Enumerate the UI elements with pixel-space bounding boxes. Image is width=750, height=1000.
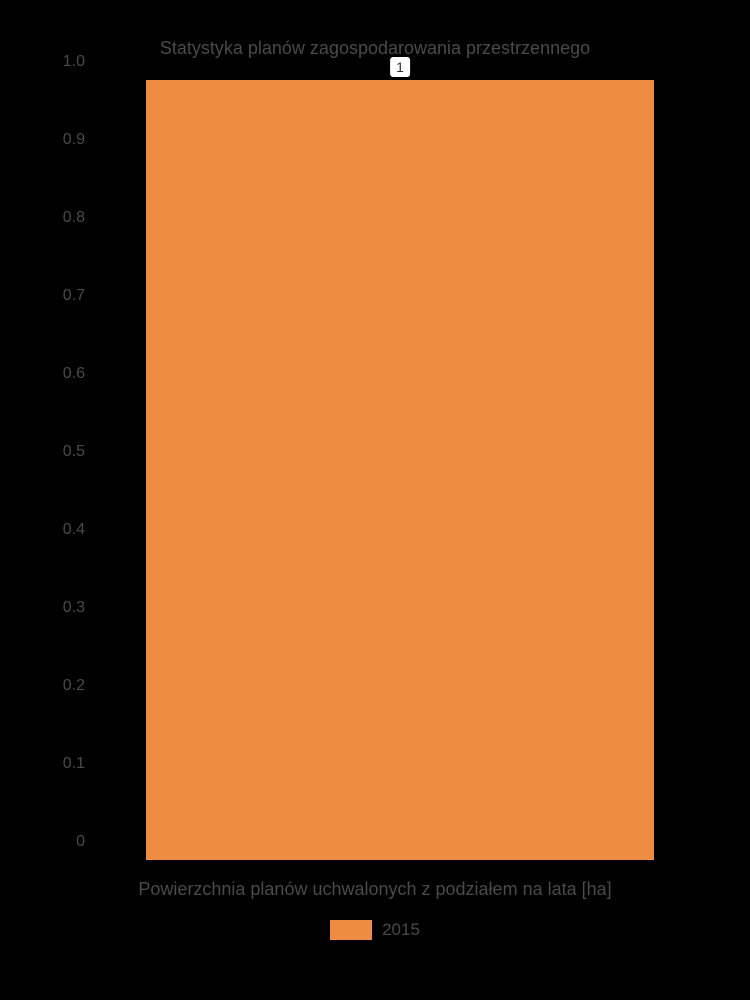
- y-tick: 0.6: [63, 365, 85, 383]
- chart-title: Statystyka planów zagospodarowania przes…: [0, 38, 750, 59]
- y-tick: 0.5: [63, 443, 85, 461]
- y-tick: 0: [76, 833, 85, 851]
- y-tick: 0.4: [63, 521, 85, 539]
- y-tick: 0.7: [63, 287, 85, 305]
- plot-area: 1: [90, 80, 710, 860]
- y-tick: 0.1: [63, 755, 85, 773]
- bar-2015: 1: [146, 80, 654, 860]
- legend-swatch: [330, 920, 372, 940]
- legend: 2015: [0, 920, 750, 940]
- bar-value-label: 1: [390, 57, 410, 77]
- y-tick: 0.2: [63, 677, 85, 695]
- y-tick: 0.3: [63, 599, 85, 617]
- y-axis: 1.0 0.9 0.8 0.7 0.6 0.5 0.4 0.3 0.2 0.1 …: [40, 80, 85, 860]
- x-axis-label: Powierzchnia planów uchwalonych z podzia…: [0, 879, 750, 900]
- y-tick: 0.9: [63, 131, 85, 149]
- legend-label: 2015: [382, 920, 420, 940]
- y-tick: 1.0: [63, 53, 85, 71]
- y-tick: 0.8: [63, 209, 85, 227]
